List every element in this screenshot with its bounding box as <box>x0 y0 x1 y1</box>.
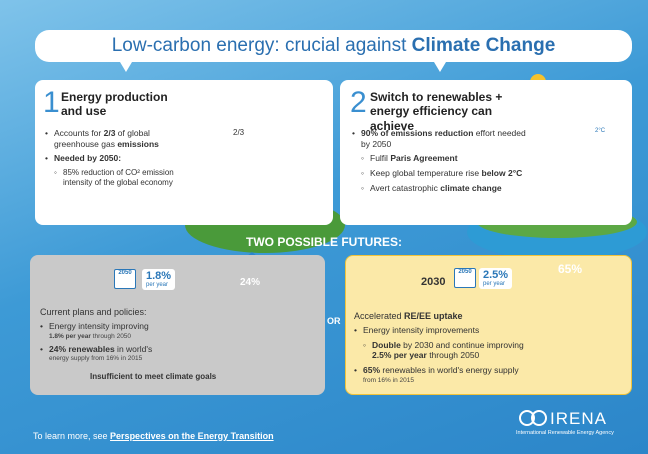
footer-link[interactable]: Perspectives on the Energy Transition <box>110 431 274 441</box>
text-segment: climate change <box>440 182 502 193</box>
rate-value: 2.5% <box>483 269 509 281</box>
text-segment: Fulfil <box>370 153 391 164</box>
step-number: 2 <box>350 86 367 119</box>
text-segment: by 2030 and continue improving <box>400 339 524 350</box>
bullet: 90% of emissions reduction effort needed… <box>352 128 527 149</box>
text-segment: 65% <box>363 364 381 375</box>
sub-bullet: Double by 2030 and continue improving 2.… <box>354 340 544 361</box>
text-segment: Double <box>372 339 401 350</box>
sub-bullet: Avert catastrophic climate change <box>352 183 527 194</box>
bullet-list: Current plans and policies: Energy inten… <box>40 307 220 366</box>
text-segment: Avert catastrophic <box>370 182 441 193</box>
text-segment: renewables in world's energy supply <box>380 364 519 375</box>
logo-subtitle: International Renewable Energy Agency <box>516 430 614 436</box>
renewables-share: 24% <box>240 277 261 288</box>
panel-2: 2 Switch to renewables + energy efficien… <box>340 80 632 225</box>
text-segment: Low-carbon energy: crucial against <box>111 35 412 56</box>
header-title: Low-carbon energy: crucial against Clima… <box>35 30 632 62</box>
rate: 2.5% per year <box>479 268 513 289</box>
renewables-share: 65% <box>558 262 583 276</box>
panel-1: 1 Energy production and use Accounts for… <box>35 80 333 225</box>
sub-bullet: Fulfil Paris Agreement <box>352 153 527 164</box>
text-segment: 2/3 <box>103 128 116 138</box>
calendar: 2050 <box>114 269 136 289</box>
footer: To learn more, see Perspectives on the E… <box>33 431 274 441</box>
text-segment: RE/EE uptake <box>404 311 463 321</box>
text-segment: energy supply from 16% in 2015 <box>49 355 143 363</box>
bullet: 24% renewables in world's <box>40 344 220 355</box>
bullet: 65% renewables in world's energy supply <box>354 365 544 376</box>
text-segment: below 2°C <box>481 167 523 178</box>
rate-unit: per year <box>146 282 169 288</box>
future-current: 2050 1.8% per year 24% Current plans and … <box>30 255 325 395</box>
sub-bullet: 85% reduction of CO² emission intensity … <box>45 168 195 188</box>
futures-heading: TWO POSSIBLE FUTURES: <box>246 235 402 249</box>
bullet-list: 90% of emissions reduction effort needed… <box>352 128 527 197</box>
text-segment: Accounts for <box>54 128 104 138</box>
text-segment: Accelerated <box>354 311 405 321</box>
bullet: Energy intensity improvements <box>354 325 544 336</box>
logo: IRENA <box>550 409 607 428</box>
text-segment: Energy intensity improving <box>49 321 149 331</box>
or-label: OR <box>327 316 341 326</box>
footer-prefix: To learn more, see <box>33 431 111 441</box>
text-segment: Keep global temperature rise <box>370 167 482 178</box>
text-segment: emissions <box>117 138 159 149</box>
text-segment: of global greenhouse gas <box>54 128 150 149</box>
text-segment: effort needed by 2050 <box>361 128 526 149</box>
bullet-note: energy supply from 16% in 2015 <box>40 355 220 362</box>
bullet-note: from 16% in 2015 <box>363 376 414 384</box>
future-accelerated: 2030 2050 2.5% per year 65% Accelerated R… <box>345 255 632 395</box>
text-segment: Switch to renewables + energy efficiency <box>370 90 503 119</box>
text-segment: Climate Change <box>411 35 556 56</box>
verdict: Insufficient to meet climate goals <box>90 372 217 381</box>
text-segment: through 2050 <box>426 350 480 361</box>
bullet: Energy intensity improving <box>40 321 220 332</box>
text-segment: through 2050 <box>90 332 132 340</box>
intro: Accelerated RE/EE uptake <box>354 311 544 321</box>
intro: Current plans and policies: <box>40 307 147 317</box>
rate: 1.8% per year <box>142 269 176 290</box>
temperature-label: 2°C <box>595 128 606 134</box>
bullet: Needed by 2050: <box>45 153 195 164</box>
rate-value: 1.8% <box>146 270 172 282</box>
text-segment: Paris Agreement <box>390 153 458 164</box>
calendar: 2050 <box>454 268 476 288</box>
gas-note: from Energy <box>198 154 228 160</box>
text-segment: 90% of emissions reduction <box>361 128 474 138</box>
text-segment: Needed by 2050: <box>54 153 122 164</box>
year-label: 2030 <box>421 276 446 288</box>
rate-unit: per year <box>483 281 506 287</box>
text-segment: Energy intensity improvements <box>363 325 480 335</box>
panel-title: Energy production and use <box>61 90 168 119</box>
gas-label: CO₂ <box>203 140 223 151</box>
reduction-label: -90% <box>543 138 572 152</box>
bullet-list: Accounts for 2/3 of global greenhouse ga… <box>45 128 195 192</box>
text-segment: in world's <box>114 343 153 354</box>
bullet: Accounts for 2/3 of global greenhouse ga… <box>45 128 195 149</box>
bullet-list: Accelerated RE/EE uptake Energy intensit… <box>354 311 544 388</box>
gas-label: CO₂ <box>546 108 569 120</box>
bullet-note: 1.8% per year through 2050 <box>40 333 220 340</box>
step-number: 1 <box>43 86 60 119</box>
sub-bullet: Keep global temperature rise below 2°C <box>352 168 527 179</box>
text-segment: 24% renewables <box>49 343 115 354</box>
panel-title: Switch to renewables + energy efficiency… <box>370 90 530 133</box>
text-segment: 1.8% per year <box>49 332 91 340</box>
text-segment: 2.5% per year <box>372 350 427 361</box>
share-label: 2/3 <box>233 128 245 137</box>
